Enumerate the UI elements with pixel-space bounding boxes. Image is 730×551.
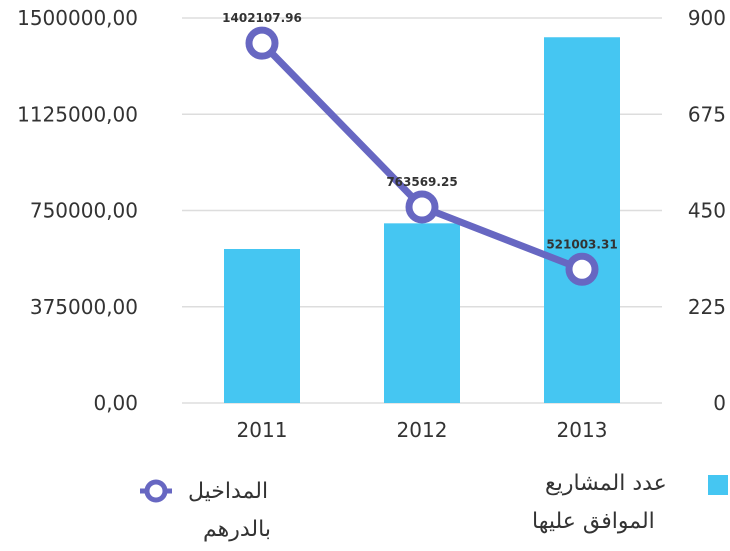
legend-bar-swatch xyxy=(708,475,728,495)
bar xyxy=(544,37,620,403)
legend-bar-label-line2: الموافق عليها xyxy=(532,509,655,534)
left-axis-ticks: 0,00 375000,00 750000,00 1125000,00 1500000,… xyxy=(17,6,138,415)
bar xyxy=(224,249,300,403)
bar-series xyxy=(224,37,620,403)
legend-bar-label-line1: عدد المشاريع xyxy=(545,471,667,496)
legend: عدد المشاريع الموافق عليها المداخيل بالد… xyxy=(140,471,728,542)
right-tick-label: 675 xyxy=(688,102,726,126)
legend-line-label-line2: بالدرهم xyxy=(203,517,271,542)
line-point xyxy=(245,26,279,60)
data-label: 521003.31 xyxy=(546,237,617,251)
right-tick-label: 900 xyxy=(688,6,726,30)
bar xyxy=(384,223,460,403)
legend-line-marker xyxy=(144,479,168,503)
left-tick-label: 0,00 xyxy=(93,391,138,415)
right-tick-label: 225 xyxy=(688,295,726,319)
right-tick-label: 0 xyxy=(713,391,726,415)
line-point xyxy=(405,190,439,224)
left-tick-label: 750000,00 xyxy=(30,199,138,223)
x-axis-ticks: 2011 2012 2013 xyxy=(237,418,608,442)
legend-line-label-line1: المداخيل xyxy=(188,479,268,504)
left-tick-label: 1125000,00 xyxy=(17,102,138,126)
line-point xyxy=(565,252,599,286)
x-tick-label: 2013 xyxy=(557,418,608,442)
left-tick-label: 1500000,00 xyxy=(17,6,138,30)
right-axis-ticks: 0 225 450 675 900 xyxy=(688,6,726,415)
right-tick-label: 450 xyxy=(688,199,726,223)
x-tick-label: 2011 xyxy=(237,418,288,442)
data-label: 763569.25 xyxy=(386,175,457,189)
data-label: 1402107.96 xyxy=(222,11,302,25)
line-series: 1402107.96 763569.25 521003.31 xyxy=(222,11,618,286)
left-tick-label: 375000,00 xyxy=(30,295,138,319)
x-tick-label: 2012 xyxy=(397,418,448,442)
